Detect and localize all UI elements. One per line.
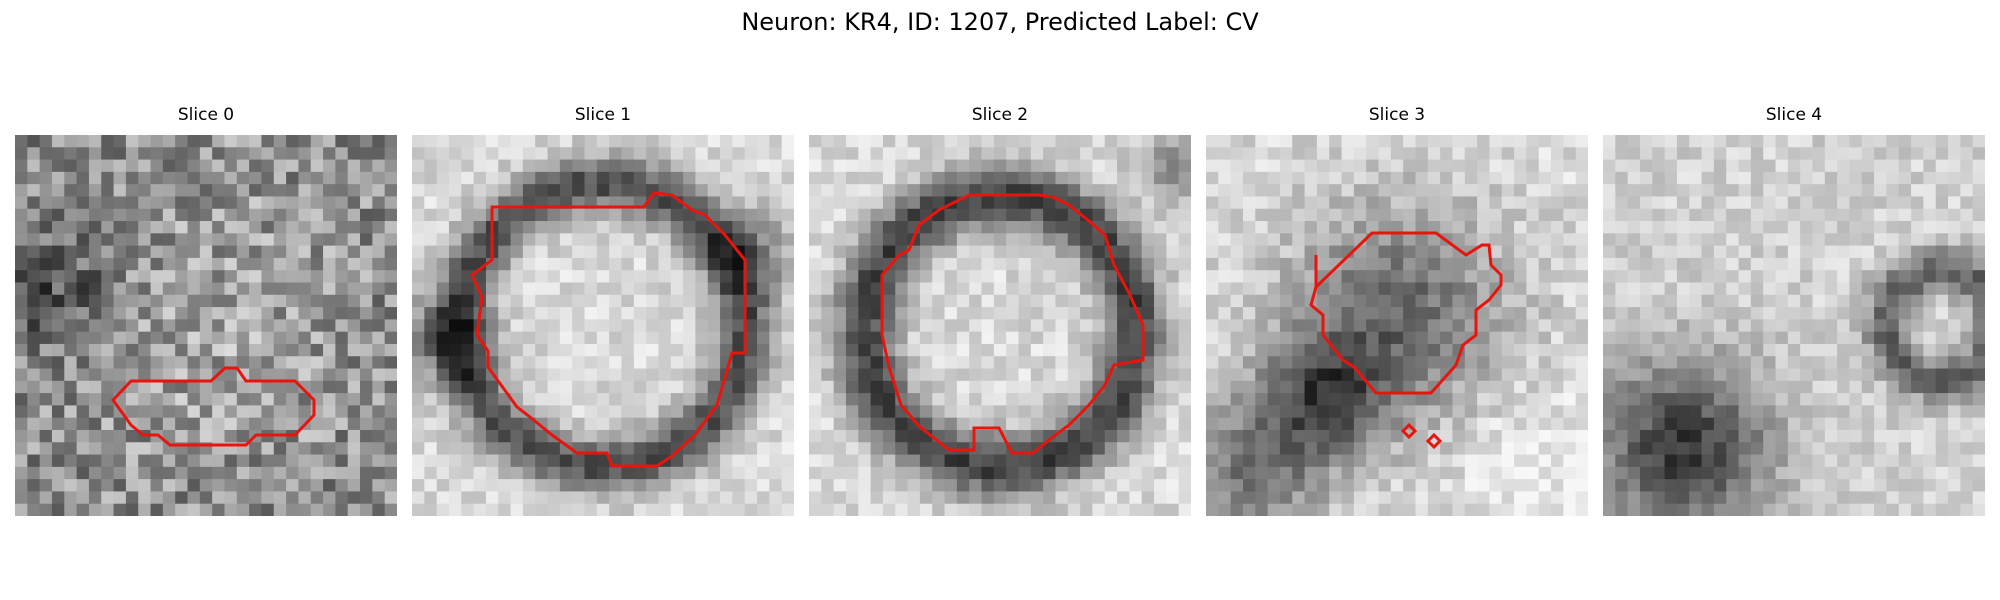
slice-title-0: Slice 0	[177, 105, 235, 125]
segmentation-contour	[1309, 231, 1503, 395]
slice-title-2: Slice 2	[971, 105, 1029, 125]
figure-title: Neuron: KR4, ID: 1207, Predicted Label: …	[741, 8, 1259, 36]
slice-panel-3: Slice 3	[1206, 105, 1588, 516]
slice-panel-0: Slice 0	[15, 105, 397, 516]
slice-panel-1: Slice 1	[412, 105, 794, 516]
slice-title-3: Slice 3	[1368, 105, 1426, 125]
slice-image-4	[1603, 135, 1985, 516]
slice-title-1: Slice 1	[574, 105, 632, 125]
slice-title-4: Slice 4	[1765, 105, 1823, 125]
slice-panel-4: Slice 4	[1603, 105, 1985, 516]
segmentation-contour	[111, 366, 316, 447]
segmentation-contour	[880, 193, 1145, 455]
slice-panel-2: Slice 2	[809, 105, 1191, 516]
segmentation-contour	[470, 191, 747, 468]
slice-image-2	[809, 135, 1191, 516]
slice-image-3	[1206, 135, 1588, 516]
slice-image-0	[15, 135, 397, 516]
segmentation-contour-dot	[1400, 422, 1418, 440]
segmentation-contour-dot	[1425, 432, 1443, 450]
slice-image-1	[412, 135, 794, 516]
